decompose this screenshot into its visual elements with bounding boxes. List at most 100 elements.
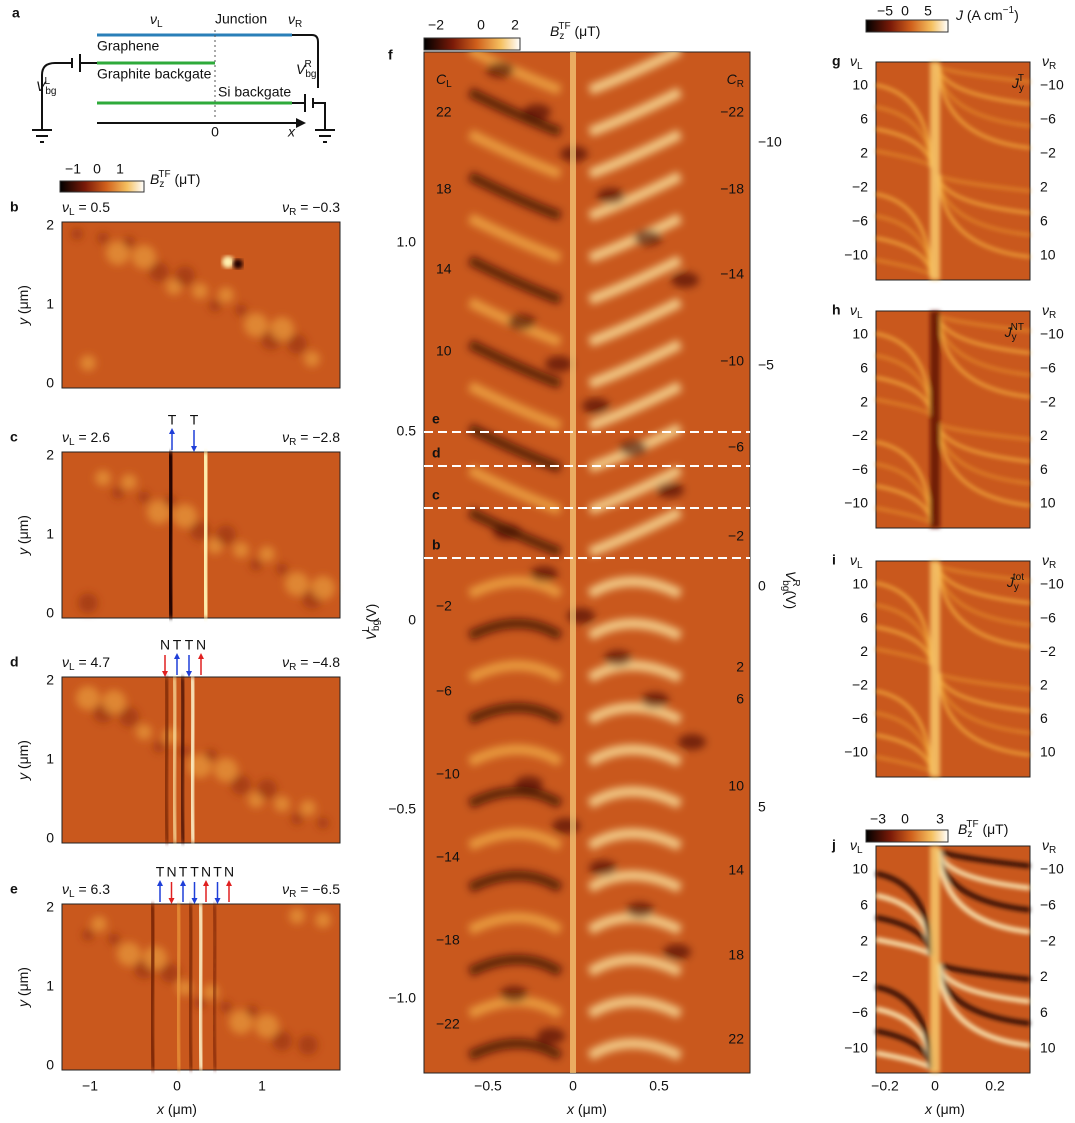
nu-right: νR [288,11,302,30]
texture-blob [71,228,83,240]
texture-blob [173,504,197,528]
y2-tick-label: −2 [1040,643,1056,659]
edge-type-label: N [166,864,176,880]
texture-blob [216,525,236,545]
nu-left: νL [150,11,163,30]
dark-spot [597,188,625,204]
text-part: (μT) [171,171,201,187]
y2-tick-label: 10 [1040,1040,1056,1056]
y-tick-label: −2 [852,968,868,984]
text-part: R [1049,310,1056,321]
vbg-right: VbgR [296,59,316,80]
y-tick-label: 0 [408,612,416,628]
text-part: ν [850,837,857,853]
texture-blob [311,576,335,600]
y2-tick-label: −6 [1040,897,1056,913]
text-part: (μT) [979,821,1009,837]
colorbar [60,181,144,192]
texture-blob [246,1005,258,1017]
colorbar-label: BzTF (μT) [958,819,1008,840]
text-part: R [289,207,296,218]
y-tick-label: 2 [860,393,868,409]
x-axis-label: x (μm) [156,1101,197,1117]
y2-tick-label: 6 [1040,710,1048,726]
y2-tick-label: −10 [758,134,782,150]
dark-spot [530,566,558,582]
colorbar-label: BzTF (μT) [550,21,600,42]
dipole-bright [222,256,234,268]
panel-letter: f [388,47,393,63]
texture-blob [76,686,100,710]
nu-left: νL [850,552,863,571]
nu-right: νR = −2.8 [282,429,340,448]
texture-blob [235,304,247,316]
y2-tick-label: −2 [1040,393,1056,409]
dark-spot [515,776,543,792]
colorbar [866,20,948,32]
text-part: ν [850,53,857,69]
panel-letter: c [10,429,18,445]
dark-spot [656,482,684,498]
y2-tick-label: 2 [1040,968,1048,984]
text-part: NT [1011,322,1024,333]
edge-type-label: T [173,637,182,653]
edge-arrowhead [169,898,175,904]
panel-letter: j [831,837,836,853]
text-part: R [1049,845,1056,856]
texture-blob [270,317,294,341]
wire [32,63,97,142]
texture-blob [298,1035,318,1055]
text-part: (μm) [15,515,31,548]
y2-tick-label: −10 [1040,77,1064,93]
nu-right-label: −6 [728,439,744,455]
dark-spot [523,104,551,120]
dark-spot [663,944,691,960]
edge-arrowhead [186,671,192,677]
edge-arrowhead [180,880,186,886]
colorbar-tick-label: 0 [901,3,909,19]
sim-core [930,846,940,960]
y-tick-label: 1 [46,751,54,767]
dark-spot [508,314,536,330]
edge-stripe [190,904,192,1070]
y-tick-label: −2 [852,677,868,693]
text-part: (A cm [963,7,1003,23]
y2-tick-label: −10 [1040,576,1064,592]
edge-stripe [152,904,154,1070]
y-tick-label: −6 [852,710,868,726]
text-part: R [1049,560,1056,571]
x-axis-label: x (μm) [566,1101,607,1117]
colorbar-tick-label: 0 [93,161,101,177]
y-axis-label: y (μm) [15,285,31,326]
text-part: ν [850,552,857,568]
map-image [424,52,750,1073]
text-part: bg [45,86,56,97]
y2-tick-label: 2 [1040,677,1048,693]
dark-spot [500,986,528,1002]
y-tick-label: −10 [844,744,868,760]
y-tick-label: 2 [860,932,868,948]
edge-type-label: T [213,864,222,880]
sim-core [930,420,940,529]
text-part: ) [1014,7,1019,23]
nu-right: νR = −0.3 [282,199,340,218]
edge-stripe [182,677,184,843]
y-tick-label: 2 [46,672,54,688]
text-part: R [304,59,311,70]
edge-type-label: T [185,637,194,653]
text-part: L [857,560,863,571]
nu-right-label: −18 [720,181,744,197]
texture-blob [192,283,208,299]
x-tick-label: 0 [931,1078,939,1094]
text-part: = −2.8 [296,429,340,445]
colorbar-tick-label: 0 [477,17,485,33]
nu-right: νR = −4.8 [282,654,340,673]
y-tick-label: 2 [860,643,868,659]
sim-core [930,669,940,777]
y2-tick-label: −6 [1040,111,1056,127]
colorbar-tick-label: 2 [511,17,519,33]
battery [72,54,80,72]
colorbar-tick-label: −1 [65,161,81,177]
text-part: T [1018,73,1024,84]
texture-blob [78,593,98,613]
